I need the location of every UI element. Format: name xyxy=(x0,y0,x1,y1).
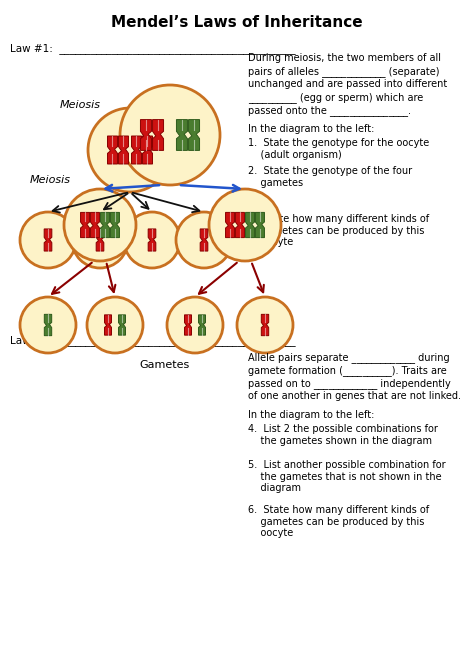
Polygon shape xyxy=(91,212,100,238)
Polygon shape xyxy=(148,229,156,251)
Polygon shape xyxy=(104,315,111,335)
Text: __________ (egg or sperm) which are: __________ (egg or sperm) which are xyxy=(248,92,423,103)
Text: Meiosis: Meiosis xyxy=(60,100,101,110)
Text: 5.  List another possible combination for
    the gametes that is not shown in t: 5. List another possible combination for… xyxy=(248,460,446,493)
Polygon shape xyxy=(189,120,200,150)
Circle shape xyxy=(176,212,232,268)
Polygon shape xyxy=(140,120,152,150)
Text: Allele pairs separate _____________ during: Allele pairs separate _____________ duri… xyxy=(248,352,450,363)
Text: passed on to _____________ independently: passed on to _____________ independently xyxy=(248,378,451,389)
Polygon shape xyxy=(246,212,255,238)
Circle shape xyxy=(72,212,128,268)
Polygon shape xyxy=(184,315,191,335)
Text: of one another in genes that are not linked.: of one another in genes that are not lin… xyxy=(248,391,461,401)
Polygon shape xyxy=(96,229,104,251)
Circle shape xyxy=(20,212,76,268)
Polygon shape xyxy=(118,136,128,164)
Circle shape xyxy=(64,189,136,261)
Polygon shape xyxy=(200,229,208,251)
Circle shape xyxy=(237,297,293,353)
Polygon shape xyxy=(199,315,206,335)
Polygon shape xyxy=(226,212,235,238)
Text: Law #2:  _____________________________________________: Law #2: ________________________________… xyxy=(10,335,296,346)
Polygon shape xyxy=(261,314,269,336)
Circle shape xyxy=(87,297,143,353)
Circle shape xyxy=(120,85,220,185)
Circle shape xyxy=(88,108,172,192)
Text: 4.  List 2 the possible combinations for
    the gametes shown in the diagram: 4. List 2 the possible combinations for … xyxy=(248,424,438,446)
Circle shape xyxy=(20,297,76,353)
Text: Meiosis: Meiosis xyxy=(30,175,71,185)
Polygon shape xyxy=(143,136,153,164)
Circle shape xyxy=(124,212,180,268)
Text: 2.  State the genotype of the four
    gametes: 2. State the genotype of the four gamete… xyxy=(248,166,412,188)
Text: During meiosis, the two members of all: During meiosis, the two members of all xyxy=(248,53,441,63)
Text: In the diagram to the left:: In the diagram to the left: xyxy=(248,410,374,420)
Text: passed onto the ________________.: passed onto the ________________. xyxy=(248,105,411,116)
Text: Mendel’s Laws of Inheritance: Mendel’s Laws of Inheritance xyxy=(111,15,363,30)
Text: gamete formation (__________). Traits are: gamete formation (__________). Traits ar… xyxy=(248,365,447,376)
Text: 6.  State how many different kinds of
    gametes can be produced by this
    oo: 6. State how many different kinds of gam… xyxy=(248,505,429,538)
Text: In the diagram to the left:: In the diagram to the left: xyxy=(248,124,374,134)
Polygon shape xyxy=(108,136,118,164)
Polygon shape xyxy=(153,120,164,150)
Text: 3.  State how many different kinds of
    gametes can be produced by this
    oo: 3. State how many different kinds of gam… xyxy=(248,214,429,247)
Polygon shape xyxy=(176,120,187,150)
Text: Gametes: Gametes xyxy=(140,360,190,370)
Polygon shape xyxy=(236,212,245,238)
Text: pairs of alleles _____________ (separate): pairs of alleles _____________ (separate… xyxy=(248,66,439,77)
Polygon shape xyxy=(81,212,90,238)
Polygon shape xyxy=(110,212,119,238)
Polygon shape xyxy=(255,212,264,238)
Circle shape xyxy=(209,189,281,261)
Text: Gametes: Gametes xyxy=(222,210,272,220)
Polygon shape xyxy=(44,314,52,336)
Text: Law #1:  _____________________________________________: Law #1: ________________________________… xyxy=(10,43,296,54)
Circle shape xyxy=(167,297,223,353)
Polygon shape xyxy=(44,229,52,251)
Text: 1.  State the genotype for the oocyte
    (adult organism): 1. State the genotype for the oocyte (ad… xyxy=(248,138,429,159)
Polygon shape xyxy=(100,212,109,238)
Polygon shape xyxy=(131,136,142,164)
Polygon shape xyxy=(118,315,126,335)
Text: unchanged and are passed into different: unchanged and are passed into different xyxy=(248,79,447,89)
